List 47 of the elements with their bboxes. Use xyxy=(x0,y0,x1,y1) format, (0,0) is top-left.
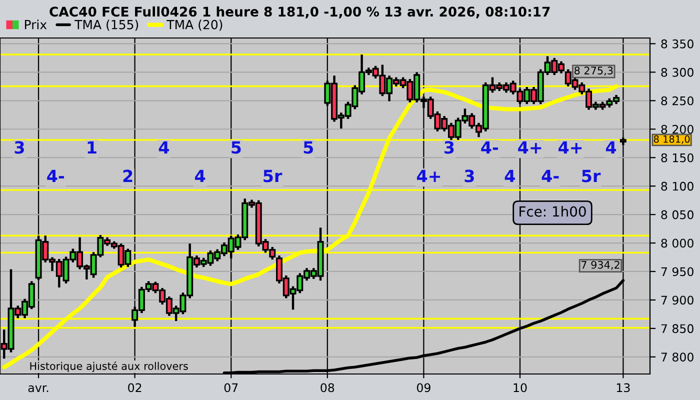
y-tick-label: 8 100 xyxy=(661,182,694,191)
annotation: 5r xyxy=(264,170,282,182)
annotation: 4 xyxy=(606,141,616,154)
x-tick-label: 02 xyxy=(128,383,142,392)
data-label: 8 275,3 xyxy=(574,66,613,76)
legend-label: Prix xyxy=(24,20,47,30)
legend-label: TMA (20) xyxy=(166,20,222,31)
annotation: 4- xyxy=(47,170,64,182)
y-tick-label: 7 800 xyxy=(661,352,694,362)
x-tick-label: 08 xyxy=(320,383,334,392)
y-tick-label: 8 250 xyxy=(661,96,694,106)
annotation: Historique ajusté aux rollovers xyxy=(30,361,188,372)
x-tick-label: 13 xyxy=(616,383,630,392)
y-tick-label: 7 950 xyxy=(661,267,694,276)
annotation: 4 xyxy=(158,141,169,154)
annotation: 3 xyxy=(464,170,474,182)
y-tick-label: 8 150 xyxy=(661,153,694,162)
annotation: 2 xyxy=(123,170,132,182)
annotation: 4+ xyxy=(518,141,542,154)
annotation: 5 xyxy=(232,141,241,154)
y-tick-label: 7 900 xyxy=(661,296,694,305)
y-tick-label: 8 350 xyxy=(661,39,694,48)
x-tick-label: 10 xyxy=(514,383,527,392)
annotation: 4+ xyxy=(416,170,440,182)
x-tick-label: 07 xyxy=(224,383,238,392)
chart-title: CAC40 FCE Full0426 1 heure 8 181,0 -1,00 % 13 avr. 2026, 08:10:17 xyxy=(50,6,550,18)
legend-label: TMA (155) xyxy=(74,20,138,31)
annotation: 1 xyxy=(88,141,96,154)
data-label: 7 934,2 xyxy=(581,260,620,270)
y-tick-label: 8 000 xyxy=(661,238,694,248)
annotation: 4- xyxy=(481,141,498,154)
x-tick-label: 09 xyxy=(416,383,430,392)
y-tick-label: 8 050 xyxy=(661,210,694,220)
y-tick-label: 7 850 xyxy=(661,324,694,334)
annotation: 4 xyxy=(504,170,515,182)
ref-line-label: 8 181,0 xyxy=(654,135,690,144)
x-tick-label: avr. xyxy=(28,385,48,392)
annotation: Fce: 1h00 xyxy=(520,206,586,217)
annotation: 3 xyxy=(444,141,454,154)
annotation: 5r xyxy=(582,170,601,182)
annotation: 4+ xyxy=(558,141,582,154)
y-tick-label: 8 200 xyxy=(661,124,694,134)
annotation: 4 xyxy=(195,170,206,182)
annotation: 3 xyxy=(14,141,24,154)
annotation: 5 xyxy=(304,141,314,154)
annotation: 4- xyxy=(542,170,559,182)
y-tick-label: 8 300 xyxy=(661,68,694,77)
